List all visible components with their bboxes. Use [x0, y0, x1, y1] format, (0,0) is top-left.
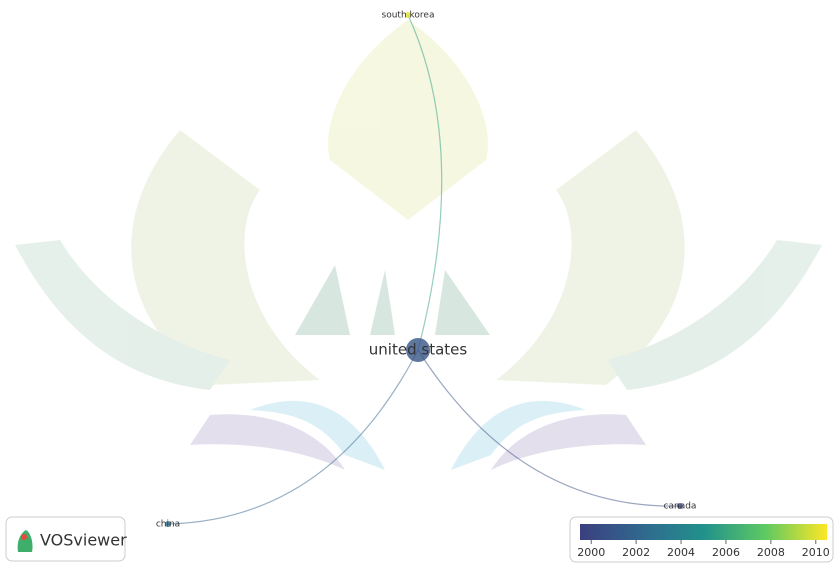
colorbar-tick-label: 2002: [622, 546, 650, 559]
colorbar-gradient: [580, 524, 827, 540]
node: [165, 521, 171, 527]
colorbar-tick-label: 2006: [712, 546, 740, 559]
node-label: united states: [369, 341, 468, 359]
edges: [167, 14, 681, 525]
logo-box: [5, 516, 126, 562]
logo-icon-dot: [21, 534, 27, 540]
logo-icon: [17, 530, 33, 552]
edge: [417, 349, 681, 507]
edge: [407, 14, 443, 351]
colorbar-tick-label: 2000: [577, 546, 605, 559]
node-label: china: [156, 520, 180, 530]
logo-text: VOSviewer: [40, 531, 127, 550]
colorbar-tick-label: 2010: [802, 546, 830, 559]
watermark: [15, 20, 822, 470]
colorbar-tick-label: 2008: [757, 546, 785, 559]
node-label: south korea: [382, 11, 435, 21]
node: [677, 503, 683, 509]
node: [406, 338, 430, 362]
colorbar: 2000 2002 2004 2006 2008 2010: [569, 516, 834, 563]
edge: [167, 349, 419, 525]
node: [405, 12, 411, 18]
colorbar-tick-label: 2004: [667, 546, 695, 559]
colorbar-ticks: 2000 2002 2004 2006 2008 2010: [577, 540, 830, 559]
nodes: united states south korea china canada: [156, 11, 697, 530]
node-label: canada: [664, 502, 697, 512]
logo: VOSviewer: [5, 516, 127, 562]
